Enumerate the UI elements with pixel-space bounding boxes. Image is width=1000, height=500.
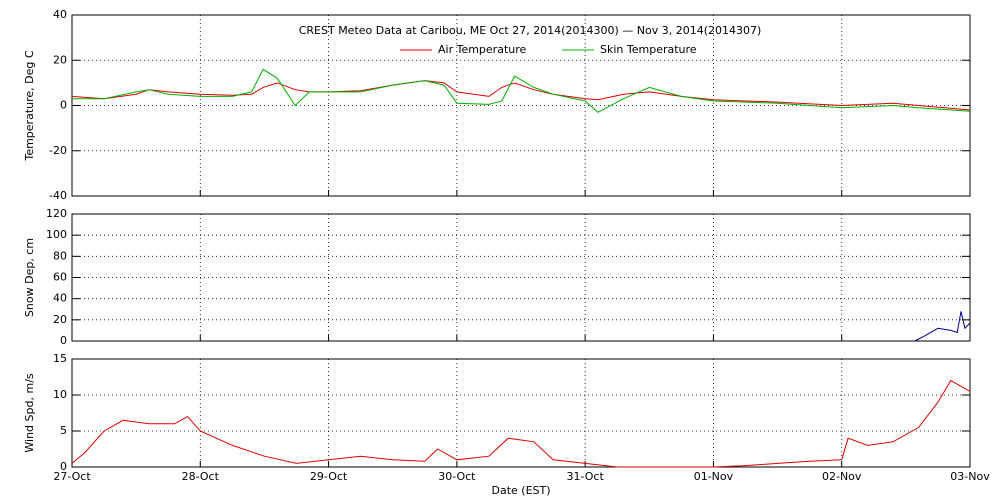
y-axis-label: Temperature, Deg C (23, 50, 36, 161)
chart-title: CREST Meteo Data at Caribou, ME Oct 27, … (299, 24, 762, 37)
y-tick-label: 120 (46, 207, 67, 220)
y-tick-label: -20 (49, 144, 67, 157)
y-tick-label: 40 (53, 292, 67, 305)
y-tick-label: 0 (60, 460, 67, 473)
plot-frame (71, 213, 971, 342)
plot-frame (71, 14, 971, 197)
y-axis-label: Wind Spd, m/s (23, 373, 36, 453)
y-tick-label: 20 (53, 53, 67, 66)
y-axis-label: Snow Dep, cm (23, 238, 36, 317)
y-tick-label: 80 (53, 249, 67, 262)
x-tick-label: 28-Oct (182, 470, 220, 483)
x-tick-label: 02-Nov (822, 470, 862, 483)
x-tick-label: 31-Oct (566, 470, 604, 483)
plot-frame (71, 358, 971, 468)
y-tick-label: 15 (53, 352, 67, 365)
x-tick-label: 03-Nov (950, 470, 990, 483)
y-tick-label: 20 (53, 313, 67, 326)
x-tick-label: 30-Oct (438, 470, 476, 483)
y-tick-label: 60 (53, 271, 67, 284)
y-tick-label: 0 (60, 99, 67, 112)
y-tick-label: 5 (60, 424, 67, 437)
data-line (72, 68, 971, 113)
x-axis-label: Date (EST) (491, 484, 550, 497)
data-line (71, 379, 971, 468)
y-tick-label: 0 (60, 334, 67, 347)
x-tick-label: 29-Oct (310, 470, 348, 483)
legend-label: Air Temperature (438, 43, 527, 56)
x-tick-label: 01-Nov (694, 470, 734, 483)
y-tick-label: 10 (53, 388, 67, 401)
data-line (914, 311, 971, 342)
data-line (71, 80, 971, 111)
legend-label: Skin Temperature (600, 43, 697, 56)
y-tick-label: 40 (53, 8, 67, 21)
y-tick-label: -40 (49, 189, 67, 202)
y-tick-label: 100 (46, 228, 67, 241)
x-tick-label: 27-Oct (53, 470, 91, 483)
